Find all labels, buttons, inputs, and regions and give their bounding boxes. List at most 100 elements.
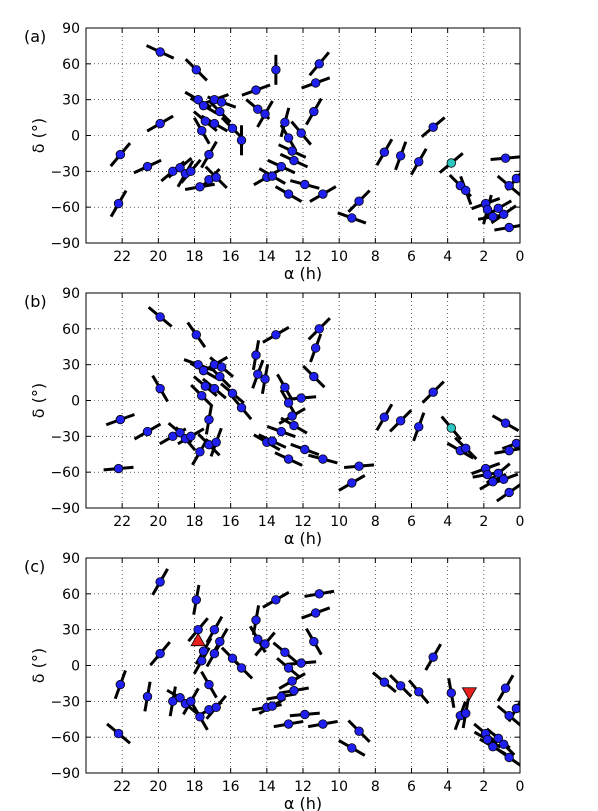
data-point <box>300 179 310 190</box>
data-point <box>186 696 196 707</box>
data-points <box>109 44 520 233</box>
x-tick-label: 12 <box>294 514 312 530</box>
data-point <box>155 648 165 659</box>
data-point <box>488 212 498 222</box>
data-point <box>379 677 390 687</box>
data-point <box>482 204 493 215</box>
data-point <box>504 752 514 763</box>
x-tick-label: 20 <box>149 514 167 530</box>
data-point <box>113 728 124 739</box>
x-tick-label: 4 <box>443 779 452 795</box>
x-tick-label: 16 <box>222 779 240 795</box>
y-tick-label: 0 <box>71 129 80 145</box>
data-point <box>209 118 220 129</box>
data-point <box>209 624 220 635</box>
y-tick-label: 90 <box>62 551 80 567</box>
data-points <box>106 568 520 767</box>
x-tick-label: 20 <box>149 779 167 795</box>
data-point <box>216 97 227 107</box>
data-point <box>310 78 321 88</box>
panel-label: (a) <box>24 27 46 46</box>
data-point <box>318 719 328 729</box>
data-point <box>283 398 294 408</box>
x-tick-label: 8 <box>371 249 380 265</box>
data-point <box>251 615 261 625</box>
x-tick-label: 12 <box>294 249 312 265</box>
data-point <box>318 189 328 199</box>
data-point <box>155 312 165 322</box>
triangle-marker <box>190 632 206 647</box>
x-tick-label: 22 <box>113 249 131 265</box>
y-tick-label: 0 <box>71 659 80 675</box>
x-tick-label: 2 <box>479 779 488 795</box>
data-point <box>175 163 185 173</box>
data-point <box>511 703 520 714</box>
data-point <box>461 185 471 196</box>
data-point <box>260 374 270 384</box>
data-point <box>493 733 504 744</box>
x-tick-label: 14 <box>258 514 276 530</box>
data-point <box>195 712 205 722</box>
data-point <box>280 382 290 393</box>
data-point <box>446 158 456 168</box>
x-tick-label: 0 <box>516 249 525 265</box>
data-point <box>193 359 203 370</box>
data-point <box>197 126 207 136</box>
data-point <box>309 106 319 117</box>
data-point <box>499 739 509 750</box>
x-tick-label: 14 <box>258 249 276 265</box>
data-point <box>186 431 196 442</box>
x-tick-label: 22 <box>113 514 131 530</box>
data-point <box>197 391 207 401</box>
y-tick-label: −30 <box>50 694 80 710</box>
data-point <box>504 222 514 233</box>
data-point <box>271 65 281 75</box>
data-point <box>211 437 221 448</box>
data-point <box>287 411 297 421</box>
x-tick-label: 18 <box>186 249 204 265</box>
data-point <box>155 47 165 57</box>
data-point <box>428 387 438 397</box>
data-point <box>215 636 225 647</box>
x-tick-label: 16 <box>222 249 240 265</box>
data-point <box>200 381 211 391</box>
data-point <box>191 595 202 605</box>
x-axis-label: α (h) <box>284 529 322 548</box>
data-point <box>267 701 277 711</box>
panel-label: (b) <box>24 292 47 311</box>
y-tick-label: −90 <box>50 501 80 517</box>
x-tick-label: 4 <box>443 514 452 530</box>
x-tick-label: 6 <box>407 514 416 530</box>
data-point <box>461 708 471 718</box>
data-point <box>267 171 277 181</box>
data-point <box>379 147 390 157</box>
x-tick-label: 10 <box>330 779 348 795</box>
data-point <box>115 679 126 690</box>
data-point <box>504 445 514 456</box>
data-point <box>155 577 165 587</box>
data-point <box>175 693 185 703</box>
data-point <box>395 151 406 161</box>
data-point <box>309 636 319 647</box>
data-point <box>379 412 390 422</box>
data-point <box>296 128 306 138</box>
data-point <box>499 474 509 485</box>
data-point <box>204 149 214 160</box>
data-point <box>280 117 290 128</box>
x-axis-label: α (h) <box>284 264 322 283</box>
data-point <box>209 648 220 659</box>
data-point <box>310 608 321 618</box>
data-point <box>253 104 263 114</box>
triangle-marker <box>461 687 478 701</box>
data-point <box>488 742 498 752</box>
data-point <box>142 426 153 437</box>
data-point <box>347 213 357 223</box>
data-point <box>347 743 357 753</box>
x-tick-label: 20 <box>149 249 167 265</box>
data-point <box>200 116 211 126</box>
data-point <box>216 362 227 372</box>
data-point <box>314 589 324 599</box>
data-point <box>296 393 306 403</box>
x-tick-label: 2 <box>479 514 488 530</box>
